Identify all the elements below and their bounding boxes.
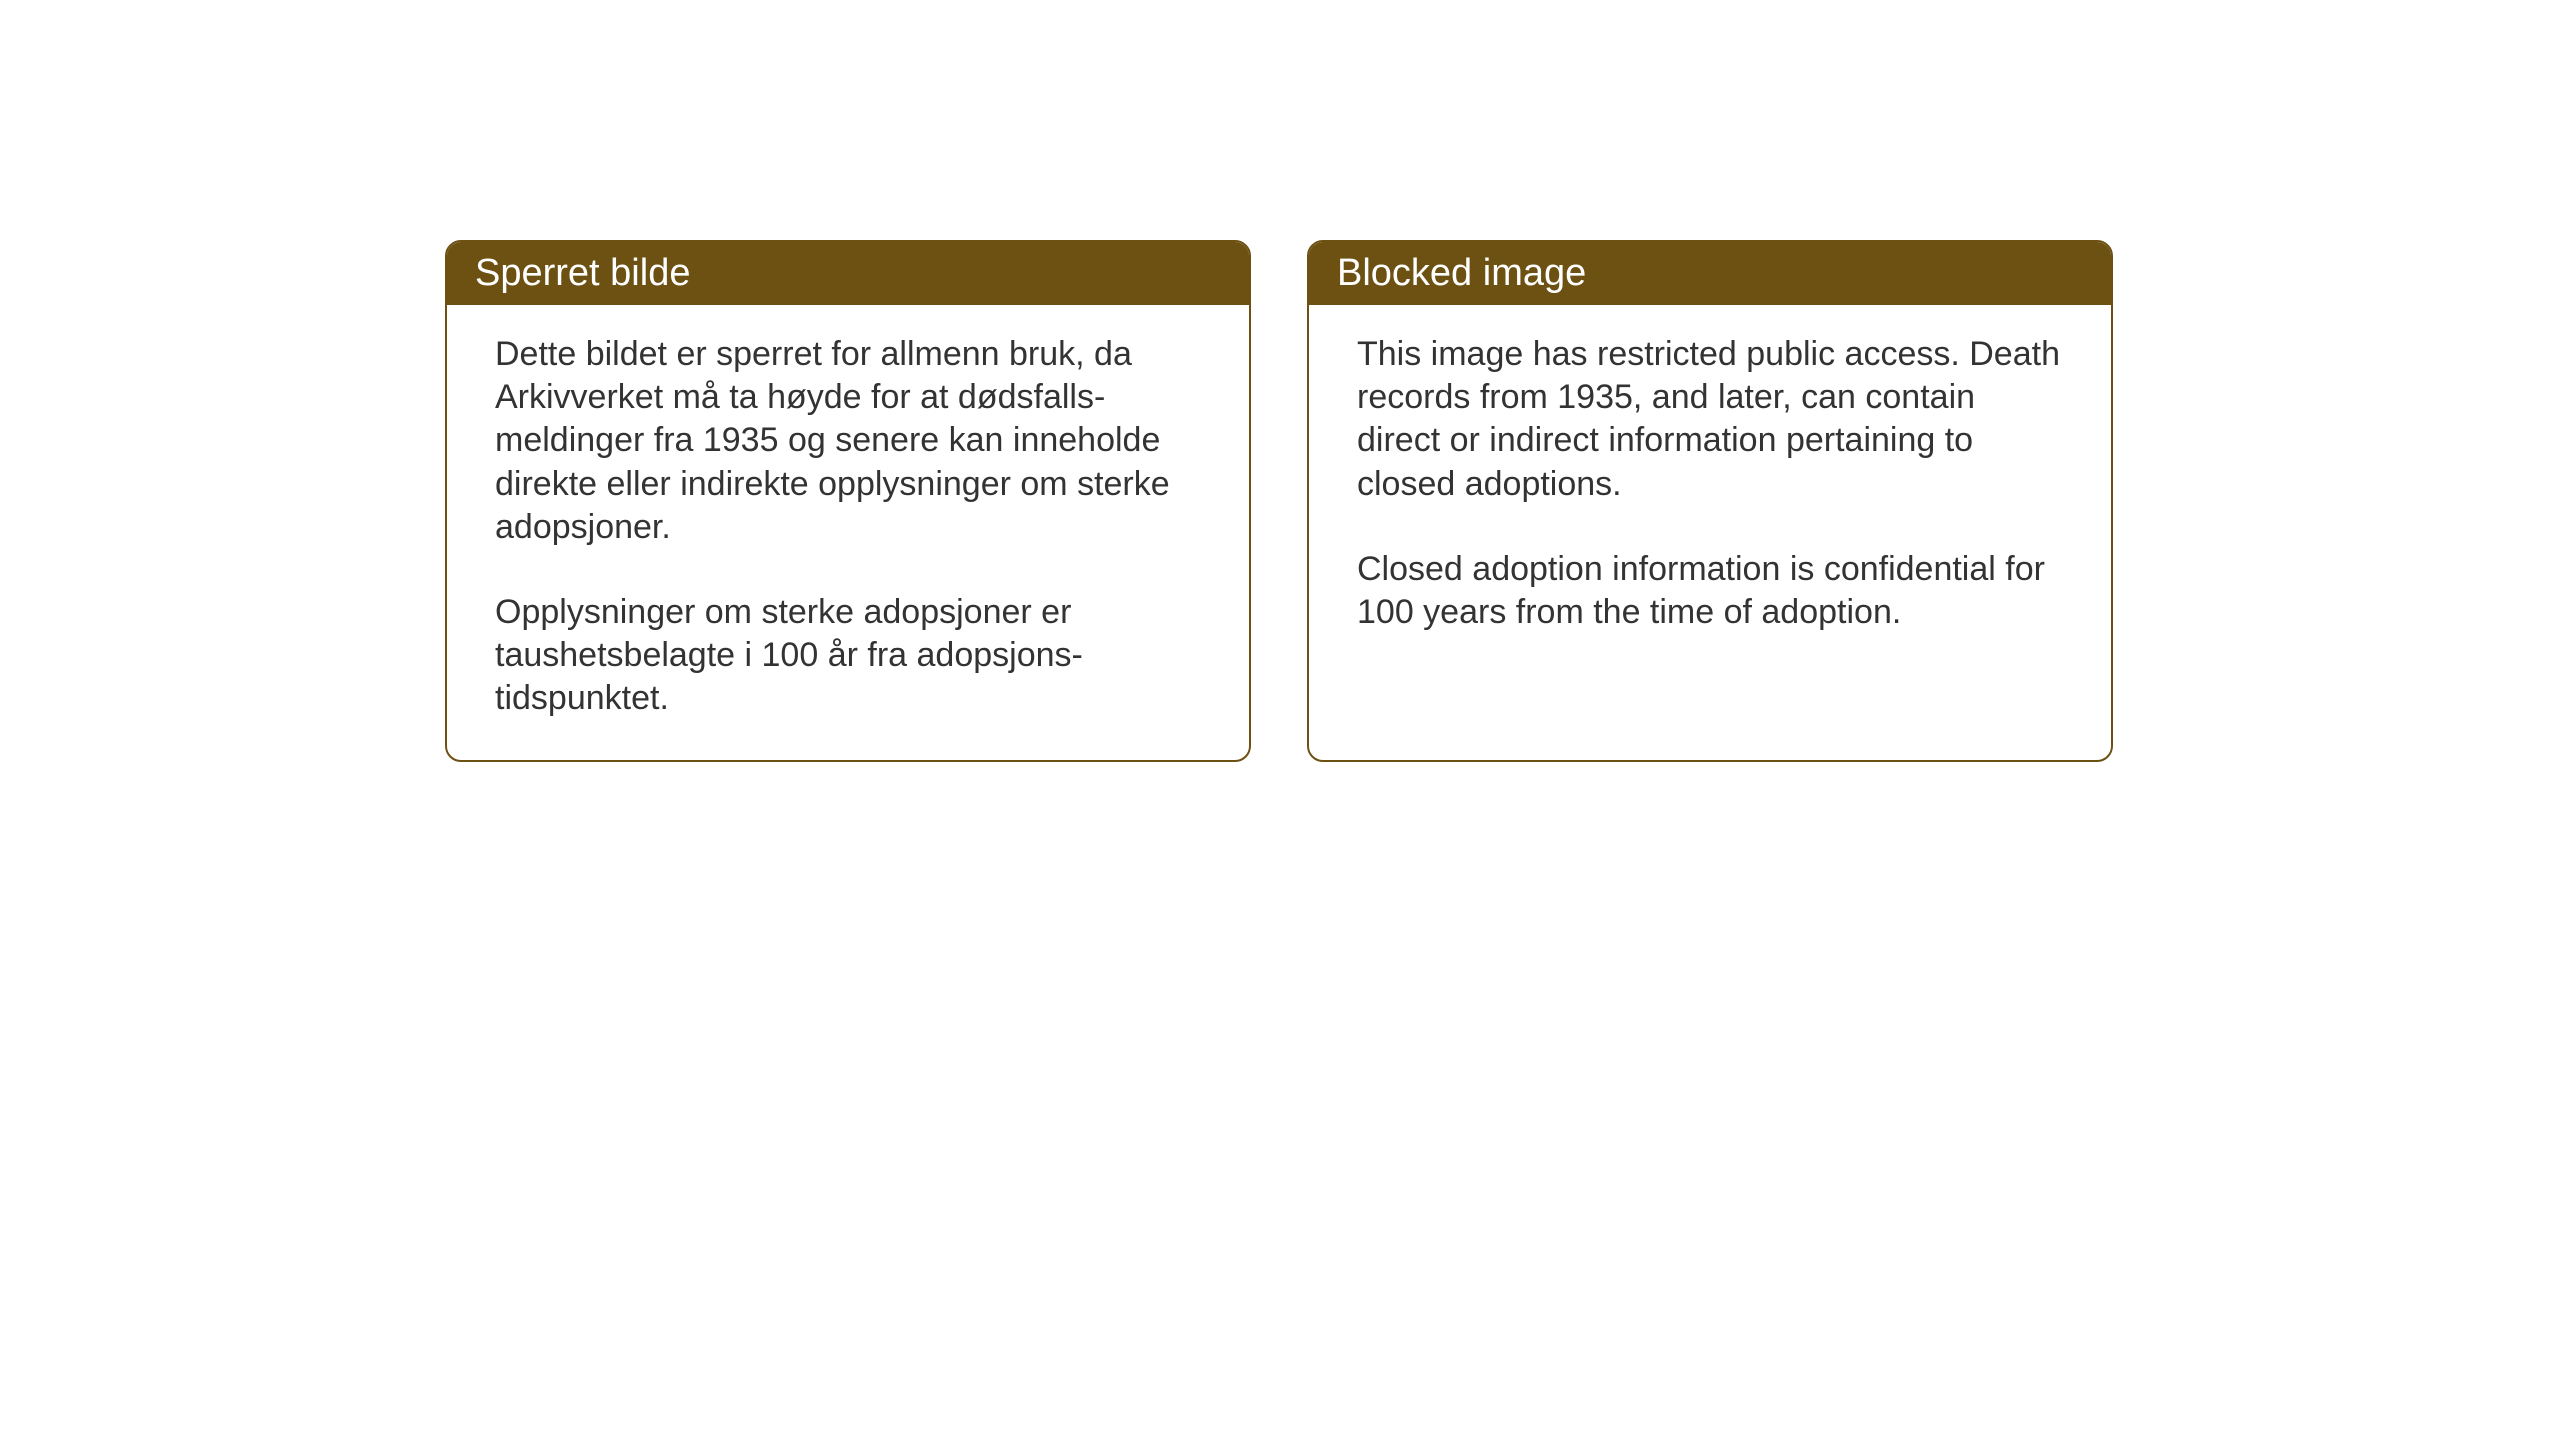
notice-header-english: Blocked image (1309, 242, 2111, 305)
notice-paragraph-2-norwegian: Opplysninger om sterke adopsjoner er tau… (495, 591, 1201, 721)
notice-container: Sperret bilde Dette bildet er sperret fo… (445, 240, 2113, 762)
notice-card-norwegian: Sperret bilde Dette bildet er sperret fo… (445, 240, 1251, 762)
notice-paragraph-1-english: This image has restricted public access.… (1357, 333, 2063, 506)
notice-body-norwegian: Dette bildet er sperret for allmenn bruk… (447, 305, 1249, 760)
notice-body-english: This image has restricted public access.… (1309, 305, 2111, 674)
notice-header-norwegian: Sperret bilde (447, 242, 1249, 305)
notice-card-english: Blocked image This image has restricted … (1307, 240, 2113, 762)
notice-title-norwegian: Sperret bilde (475, 252, 690, 294)
notice-title-english: Blocked image (1337, 252, 1586, 294)
notice-paragraph-1-norwegian: Dette bildet er sperret for allmenn bruk… (495, 333, 1201, 549)
notice-paragraph-2-english: Closed adoption information is confident… (1357, 548, 2063, 634)
